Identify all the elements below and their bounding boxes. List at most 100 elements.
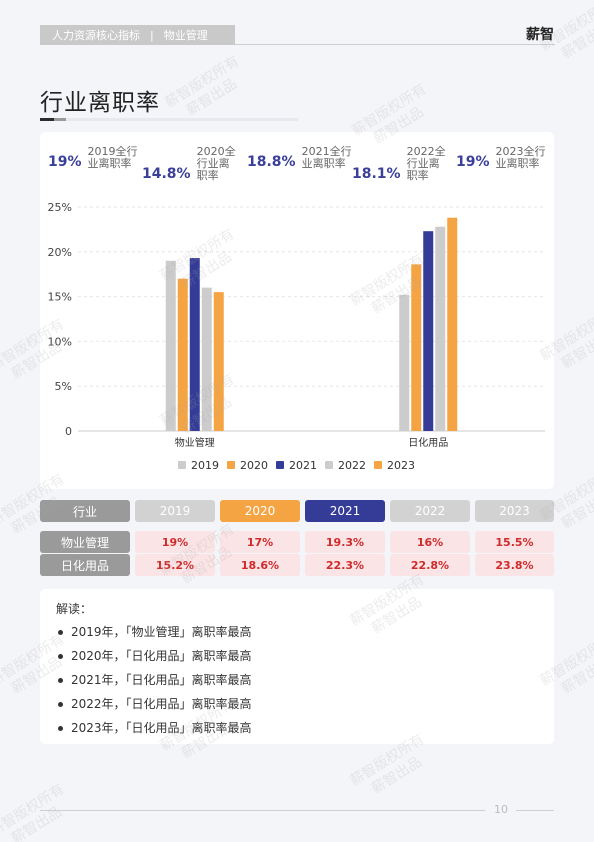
list-item: 2023年，「日化用品」离职率最高 [58, 716, 252, 740]
insight-text: 2021年，「日化用品」离职率最高 [71, 673, 252, 687]
table-cell: 16% [390, 531, 470, 553]
watermark: 薪智版权所有 薪智出品 [162, 52, 252, 127]
kpi-label: 2023全行业离职率 [495, 145, 546, 170]
table-header-year: 2020 [220, 500, 300, 522]
bar [189, 258, 200, 431]
bullet-icon [58, 629, 63, 635]
bar [447, 217, 458, 431]
bullet-icon [58, 653, 63, 659]
table-row-label: 物业管理 [40, 531, 130, 553]
kpi-label: 2020全行业离职率 [196, 145, 236, 182]
chart-card: 19% 2019全行业离职率 14.8% 2020全行业离职率 18.8% 20… [40, 132, 554, 489]
list-item: 2019年，「物业管理」离职率最高 [58, 620, 252, 644]
kpi-2023: 19% 2023全行业离职率 [456, 145, 548, 171]
bar [201, 287, 212, 431]
insight-text: 2022年，「日化用品」离职率最高 [71, 697, 252, 711]
list-item: 2021年，「日化用品」离职率最高 [58, 668, 252, 692]
title-underline [40, 118, 298, 121]
legend-label: 2019 [191, 459, 219, 472]
legend-label: 2020 [240, 459, 268, 472]
list-item: 2020年，「日化用品」离职率最高 [58, 644, 252, 668]
header-section-label: 人力资源核心指标 [52, 29, 140, 42]
bar [165, 260, 176, 431]
insights-list: 2019年，「物业管理」离职率最高 2020年，「日化用品」离职率最高 2021… [58, 620, 252, 740]
table-cell: 23.8% [475, 554, 554, 576]
table-cell: 22.3% [305, 554, 385, 576]
table-header-industry: 行业 [40, 500, 130, 522]
kpi-2019: 19% 2019全行业离职率 [48, 145, 140, 171]
x-tick-label: 物业管理 [175, 436, 215, 449]
y-tick-label: 10% [48, 335, 72, 348]
header-section-bar: 人力资源核心指标 | 物业管理 [40, 25, 235, 45]
watermark-line: 薪智版权所有 [162, 53, 243, 112]
list-item: 2022年，「日化用品」离职率最高 [58, 692, 252, 716]
insights-card: 解读： 2019年，「物业管理」离职率最高 2020年，「日化用品」离职率最高 … [40, 589, 554, 744]
bar [435, 226, 446, 431]
table-header-year: 2022 [390, 500, 470, 522]
watermark-line: 薪智出品 [558, 329, 594, 373]
kpi-label: 2021全行业离职率 [301, 145, 352, 170]
footer-divider [516, 810, 554, 811]
table-cell: 18.6% [220, 554, 300, 576]
bar [399, 294, 410, 431]
table-cell: 19.3% [305, 531, 385, 553]
legend-swatch [227, 461, 235, 469]
table-row-label: 日化用品 [40, 554, 130, 576]
kpi-2021: 18.8% 2021全行业离职率 [247, 145, 354, 171]
header-divider [235, 44, 555, 45]
bar [411, 264, 422, 431]
kpi-2020: 14.8% 2020全行业离职率 [142, 145, 237, 183]
bullet-icon [58, 701, 63, 707]
brand-logo: 薪智 [526, 27, 554, 43]
table-header-year: 2023 [475, 500, 554, 522]
table-header-year: 2021 [305, 500, 385, 522]
insight-text: 2020年，「日化用品」离职率最高 [71, 649, 252, 663]
kpi-value: 19% [456, 154, 490, 170]
kpi-value: 18.8% [247, 154, 296, 170]
kpi-2022: 18.1% 2022全行业离职率 [352, 145, 447, 183]
kpi-value: 19% [48, 154, 82, 170]
page-number: 10 [494, 803, 508, 816]
watermark-line: 薪智出品 [183, 76, 240, 120]
watermark-line: 薪智出品 [558, 654, 594, 698]
y-tick-label: 0 [65, 425, 72, 438]
watermark-line: 薪智出品 [368, 754, 425, 798]
legend-swatch [325, 461, 333, 469]
legend-swatch [276, 461, 284, 469]
y-tick-label: 5% [55, 380, 72, 393]
watermark-line: 薪智版权所有 [349, 81, 430, 140]
legend-swatch [178, 461, 186, 469]
page-title: 行业离职率 [40, 90, 160, 116]
bullet-icon [58, 677, 63, 683]
bullet-icon [58, 725, 63, 731]
bar-chart: 0 5% 10% 15% 20% 25% 物业管理 日化用品 2019 2020 2021 2022 2… [48, 201, 545, 472]
bar [213, 292, 224, 431]
x-tick-label: 日化用品 [408, 436, 448, 449]
legend-label: 2021 [289, 459, 317, 472]
y-tick-label: 25% [48, 201, 72, 214]
footer-divider [40, 810, 485, 811]
kpi-label: 2022全行业离职率 [406, 145, 446, 182]
kpi-value: 14.8% [142, 166, 191, 182]
bar [423, 231, 434, 431]
watermark: 薪智版权所有 薪智出品 [0, 780, 77, 842]
table-cell: 17% [220, 531, 300, 553]
table-cell: 15.2% [135, 554, 215, 576]
insight-text: 2019年，「物业管理」离职率最高 [71, 625, 252, 639]
table-cell: 15.5% [475, 531, 554, 553]
data-table: 行业 2019 2020 2021 2022 2023 物业管理 19% 17%… [40, 500, 554, 580]
y-tick-label: 15% [48, 291, 72, 304]
table-header-year: 2019 [135, 500, 215, 522]
header-separator: | [150, 28, 154, 42]
header-module-label: 物业管理 [163, 29, 208, 42]
watermark-line: 薪智出品 [558, 489, 594, 533]
title-underline-gray [54, 118, 66, 121]
y-tick-label: 20% [48, 246, 72, 259]
legend-swatch [374, 461, 382, 469]
insights-title: 解读： [56, 602, 93, 616]
kpi-label: 2019全行业离职率 [87, 145, 138, 170]
legend-label: 2022 [338, 459, 366, 472]
watermark-line: 薪智出品 [558, 19, 594, 63]
insight-text: 2023年，「日化用品」离职率最高 [71, 721, 252, 735]
table-cell: 22.8% [390, 554, 470, 576]
